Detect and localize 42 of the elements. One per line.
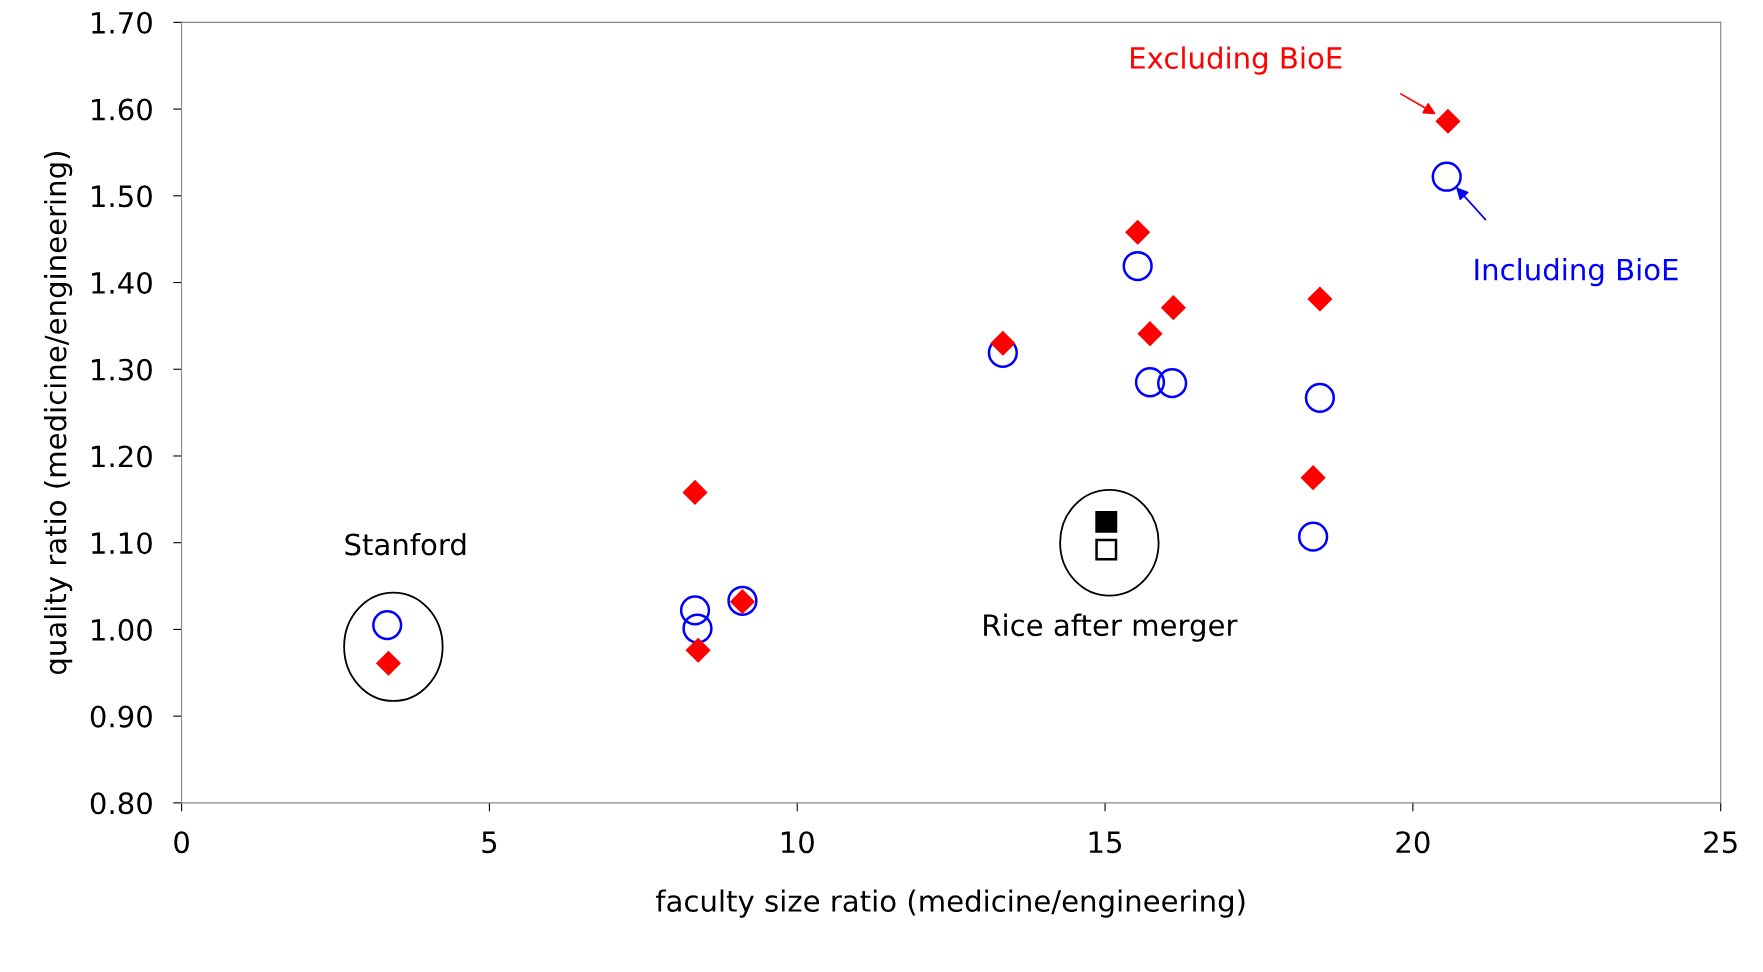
y-tick-label: 1.50 bbox=[92, 185, 152, 208]
y-tick-label: 1.70 bbox=[92, 11, 152, 34]
x-tick-label: 0 bbox=[174, 831, 189, 854]
point bbox=[686, 638, 711, 663]
x-axis-title: faculty size ratio (medicine/engineering) bbox=[655, 889, 1245, 918]
point bbox=[1298, 521, 1329, 552]
point bbox=[1304, 382, 1336, 414]
point bbox=[376, 651, 401, 676]
point bbox=[1431, 161, 1462, 192]
x-tick-label: 25 bbox=[1704, 831, 1737, 854]
text: Including BioE bbox=[1475, 258, 1678, 287]
point bbox=[372, 609, 403, 641]
point bbox=[1122, 250, 1153, 282]
point bbox=[1301, 465, 1326, 490]
annotation: Stanford bbox=[345, 532, 466, 556]
point bbox=[1435, 109, 1461, 134]
y-tick-label: 1.20 bbox=[92, 445, 152, 468]
point bbox=[1095, 538, 1118, 561]
point bbox=[1307, 286, 1332, 312]
x-tick-label: 15 bbox=[1089, 831, 1122, 854]
x-tick-label: 20 bbox=[1396, 831, 1430, 854]
y-tick-label: 1.00 bbox=[92, 618, 152, 641]
x-tick-label: 10 bbox=[781, 831, 814, 854]
y-axis-title: quality ratio (medicine/engineering) bbox=[43, 152, 73, 675]
x-tick-label: 5 bbox=[482, 831, 497, 854]
point bbox=[1095, 510, 1118, 533]
point bbox=[1137, 321, 1163, 346]
y-tick-label: 1.60 bbox=[92, 98, 152, 121]
y-tick-label: 1.10 bbox=[92, 532, 152, 555]
point bbox=[682, 480, 708, 505]
point bbox=[1157, 367, 1188, 399]
y-tick-label: 1.40 bbox=[92, 271, 152, 295]
point bbox=[679, 595, 711, 626]
y-tick-label: 1.30 bbox=[92, 358, 152, 381]
y-tick-label: 0.80 bbox=[90, 792, 152, 815]
point bbox=[1134, 367, 1166, 398]
y-tick-label: 0.90 bbox=[90, 705, 152, 728]
text: Excluding BioE bbox=[1131, 46, 1342, 75]
point bbox=[1125, 220, 1150, 245]
annotation: Rice after merger bbox=[984, 613, 1238, 642]
point bbox=[1161, 295, 1186, 320]
point bbox=[682, 613, 713, 644]
